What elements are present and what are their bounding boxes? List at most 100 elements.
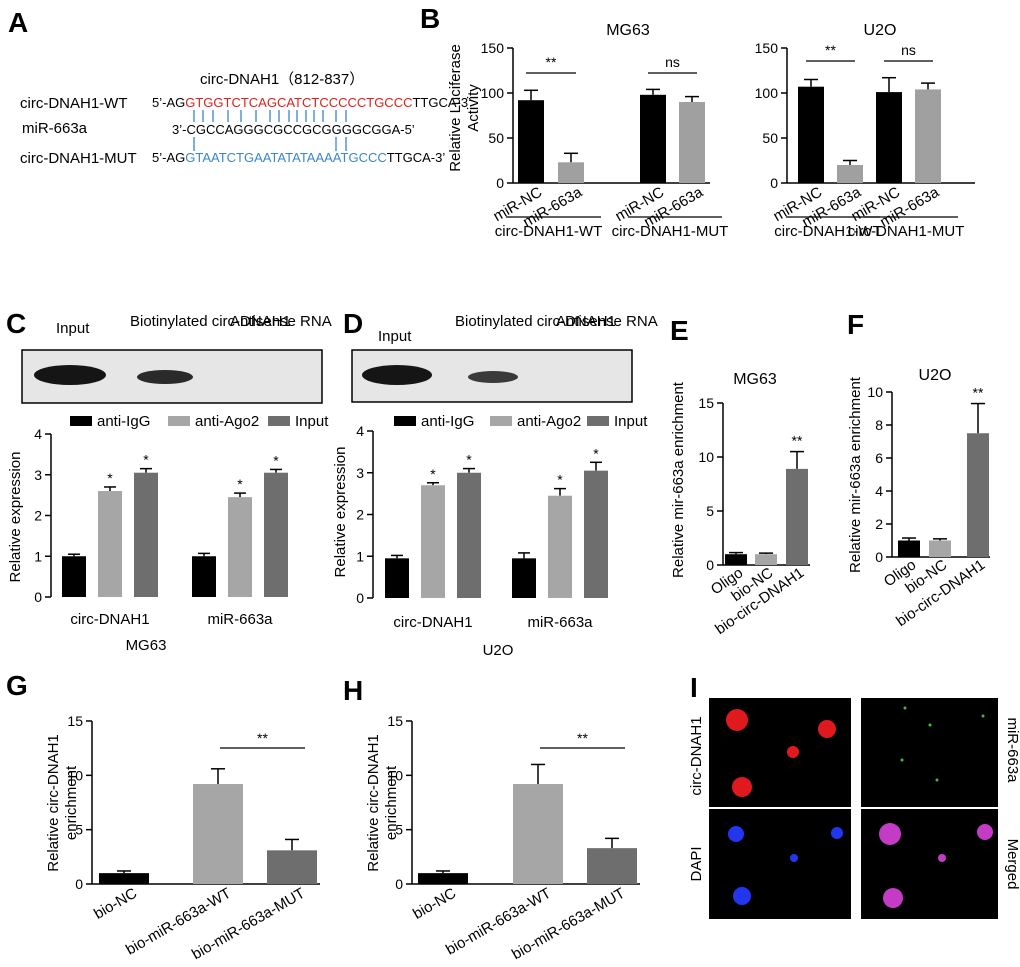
significance-label: ns [901,42,916,58]
bar [798,86,824,183]
pairing-lines-bottom [193,137,347,151]
panel-f: F 0246810Oligobio-NC**bio-circ-DNAH1U2OR… [847,309,990,630]
cell-blue [733,887,751,905]
y-tick-label: 4 [875,483,883,499]
legend-label: anti-Ago2 [195,413,259,430]
significance-label: ** [546,54,557,70]
sequence-mut-suffix: TTGCA-3’ [387,150,446,165]
cell-images [726,706,993,908]
bar [98,491,122,597]
y-tick-label: 100 [481,85,505,101]
bar [898,540,920,557]
bar [99,873,149,884]
x-category-label: bio-NC [91,885,140,923]
bar [786,468,808,565]
y-tick-label: 4 [356,423,364,439]
significance-label: ns [665,54,680,70]
group-label: circ-DNAH1-WT [495,223,602,240]
y-tick-label: 0 [356,590,364,606]
y-tick-label: 10 [867,384,883,400]
x-category-label: miR-663a [207,611,273,628]
y-tick-label: 10 [67,767,83,783]
legend-label: anti-Ago2 [517,413,581,430]
cell-green [900,758,904,762]
sequence-mut: 5’-AGGTAATCTGAATATATAAAATGCCCTTGCA-3’ [152,150,445,165]
chart-b-u2o: 050100150miR-NCmiR-663amiR-NCmiR-663aU2O… [755,22,975,240]
significance-star: * [107,470,113,486]
blot-label-input-d: Input [378,328,412,345]
significance-star: * [273,452,279,468]
chart-title: MG63 [606,22,650,39]
y-tick-label: 0 [875,549,883,565]
blot-band-input-d [362,365,432,385]
bar [62,556,86,597]
y-tick-label: 5 [395,822,403,838]
sequence-wt-prefix: 5’-AG [152,95,185,110]
significance-star: * [430,466,436,482]
legend-swatch [587,416,609,426]
panel-d: D Input Biotinylated circ-DNAH1 Antisens… [332,308,658,659]
bar [915,89,941,183]
y-tick-label: 1 [356,548,364,564]
y-axis-label-line: enrichment [383,765,400,840]
legend-swatch [70,416,92,426]
blot-label-input: Input [56,320,90,337]
significance-star: ** [792,433,803,449]
bar [228,497,252,597]
significance-star: * [557,472,563,488]
panel-a-title: circ-DNAH1（812-837） [200,71,364,88]
blot-band-biotinylated-d [468,371,518,383]
significance-star: * [466,452,472,468]
blot-label-antisense-d: Antisense RNA [556,313,658,330]
western-blot-d [351,349,633,403]
chart-c: 0 1 2 3 4 anti-IgG * * anti-Ago2 * * Input circ-DNAH… [7,413,329,654]
significance-star: * [593,445,599,461]
y-tick-label: 10 [387,767,403,783]
panel-letter-a: A [8,7,28,38]
bar [929,540,951,557]
y-tick-label: 0 [770,175,778,191]
group-label: circ-DNAH1-WT [774,223,881,240]
y-axis-label: Relative circ-DNAH1enrichment [365,734,400,872]
x-axis-label: U2O [483,642,514,659]
pairing-lines-top [193,110,347,122]
y-tick-label: 4 [34,426,42,442]
cell-red [787,746,799,758]
cell-blue [831,827,843,839]
y-tick-label: 0 [706,557,714,573]
cell-merged [879,823,901,845]
bar [967,433,989,557]
x-axis-label: MG63 [126,637,167,654]
cell-red [726,709,748,731]
chart-e: 051015Oligobio-NC**bio-circ-DNAH1MG63Rel… [670,371,810,638]
cell-red [818,720,836,738]
label-merged: Merged [1004,839,1020,890]
bar [558,162,584,183]
y-tick-label: 150 [755,40,779,56]
y-tick-label: 15 [67,713,83,729]
y-axis-label: Relative expression [332,447,349,578]
blot-label-biotinylated-d: Biotinylated circ-DNAH1 [455,313,616,330]
blot-band-biotinylated [137,370,193,384]
panel-letter-i: I [690,672,698,703]
y-tick-label: 5 [706,503,714,519]
y-tick-label: 0 [75,876,83,892]
significance-label: ** [825,42,836,58]
y-tick-label: 15 [387,713,403,729]
bar [267,850,317,884]
y-tick-label: 3 [34,467,42,483]
panel-e: E 051015Oligobio-NC**bio-circ-DNAH1MG63R… [670,315,810,638]
sequence-wt: 5’-AGGTGGTCTCAGCATCTCCCCCTGCCCTTGCA-3’ [152,95,471,110]
y-tick-label: 6 [875,450,883,466]
y-tick-label: 100 [755,85,779,101]
sequence-mut-prefix: 5’-AG [152,150,185,165]
row-label-mut: circ-DNAH1-MUT [20,150,137,167]
bar [876,92,902,183]
y-tick-label: 2 [34,508,42,524]
y-tick-label: 0 [496,175,504,191]
legend-label: Input [614,413,648,430]
panel-letter-d: D [343,308,363,339]
label-circ-dnah1: circ-DNAH1 [688,716,705,795]
